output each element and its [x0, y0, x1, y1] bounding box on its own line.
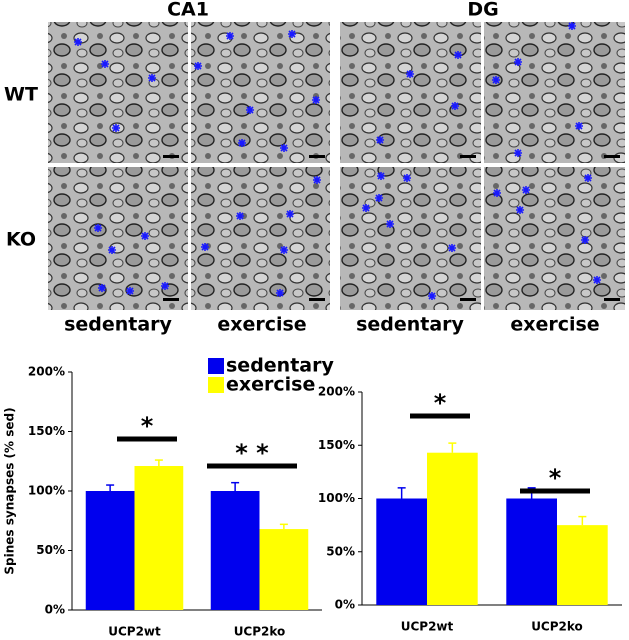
scale-bars — [163, 155, 620, 301]
condition-label: sedentary — [356, 314, 464, 336]
micrograph — [484, 167, 625, 310]
marker — [568, 22, 576, 30]
y-tick-label: 200% — [28, 365, 65, 379]
marker — [403, 174, 411, 182]
marker — [98, 284, 106, 292]
marker — [448, 244, 456, 252]
significance-line — [520, 488, 590, 494]
marker — [451, 102, 459, 110]
marker — [584, 174, 592, 182]
y-tick-label: 50% — [36, 543, 65, 557]
marker — [194, 62, 202, 70]
marker — [593, 276, 601, 284]
marker — [375, 194, 383, 202]
marker — [161, 282, 169, 290]
condition-label: exercise — [510, 314, 599, 336]
marker — [141, 232, 149, 240]
marker — [313, 176, 321, 184]
significance-line — [207, 463, 297, 469]
marker — [108, 246, 116, 254]
marker — [101, 60, 109, 68]
legend-label: sedentary — [226, 355, 334, 377]
marker — [454, 51, 462, 59]
marker — [74, 38, 82, 46]
condition-label: sedentary — [64, 314, 172, 336]
y-tick-label: 0% — [335, 598, 355, 612]
significance-line — [410, 413, 470, 419]
marker — [238, 139, 246, 147]
y-tick-label: 200% — [318, 385, 355, 399]
legend-swatch — [208, 377, 224, 393]
bar — [376, 498, 427, 605]
y-tick-label: 50% — [326, 544, 355, 558]
marker — [362, 204, 370, 212]
marker — [514, 149, 522, 157]
micrograph — [484, 22, 625, 163]
significance-label: * — [434, 389, 447, 417]
bar — [427, 452, 478, 605]
marker — [428, 292, 436, 300]
marker — [246, 106, 254, 114]
micrograph — [340, 167, 481, 310]
significance-label: * * — [235, 439, 269, 467]
bar — [557, 525, 608, 605]
bar — [210, 491, 260, 610]
marker — [492, 76, 500, 84]
marker — [126, 287, 134, 295]
marker — [226, 32, 234, 40]
marker — [236, 212, 244, 220]
marker — [377, 172, 385, 180]
y-tick-label: 100% — [28, 484, 65, 498]
y-axis-label: Spines synapses (% sed) — [3, 407, 17, 574]
row-label: WT — [4, 84, 38, 106]
marker — [312, 96, 320, 104]
marker — [201, 243, 209, 251]
micrograph — [191, 167, 330, 310]
row-label: KO — [6, 229, 36, 251]
marker — [94, 224, 102, 232]
marker — [522, 186, 530, 194]
x-tick-label: UCP2ko — [234, 625, 286, 639]
significance-label: * — [549, 464, 562, 492]
x-tick-label: UCP2wt — [401, 620, 454, 634]
y-tick-label: 100% — [318, 491, 355, 505]
marker — [288, 30, 296, 38]
bar — [259, 529, 309, 610]
x-tick-label: UCP2ko — [531, 620, 583, 634]
marker — [280, 144, 288, 152]
condition-label: exercise — [217, 314, 306, 336]
marker — [406, 70, 414, 78]
bar — [506, 498, 557, 605]
marker — [286, 210, 294, 218]
marker — [112, 124, 120, 132]
marker — [280, 246, 288, 254]
marker — [516, 206, 524, 214]
bar — [85, 491, 135, 610]
micrograph — [340, 22, 481, 163]
y-tick-label: 150% — [318, 438, 355, 452]
y-tick-label: 0% — [45, 603, 65, 617]
legend-label: exercise — [226, 374, 315, 396]
legend-swatch — [208, 358, 224, 374]
marker — [376, 136, 384, 144]
bar — [134, 466, 184, 610]
marker — [581, 236, 589, 244]
marker — [575, 122, 583, 130]
marker — [276, 289, 284, 297]
micrograph — [48, 22, 188, 163]
marker — [493, 189, 501, 197]
marker — [514, 58, 522, 66]
marker — [386, 220, 394, 228]
x-tick-label: UCP2wt — [108, 625, 161, 639]
column-label: CA1 — [167, 0, 209, 21]
column-label: DG — [467, 0, 498, 21]
significance-line — [117, 436, 177, 442]
y-tick-label: 150% — [28, 424, 65, 438]
micrographs — [48, 22, 625, 310]
significance-label: * — [141, 412, 154, 440]
micrograph — [191, 22, 330, 163]
marker — [148, 74, 156, 82]
